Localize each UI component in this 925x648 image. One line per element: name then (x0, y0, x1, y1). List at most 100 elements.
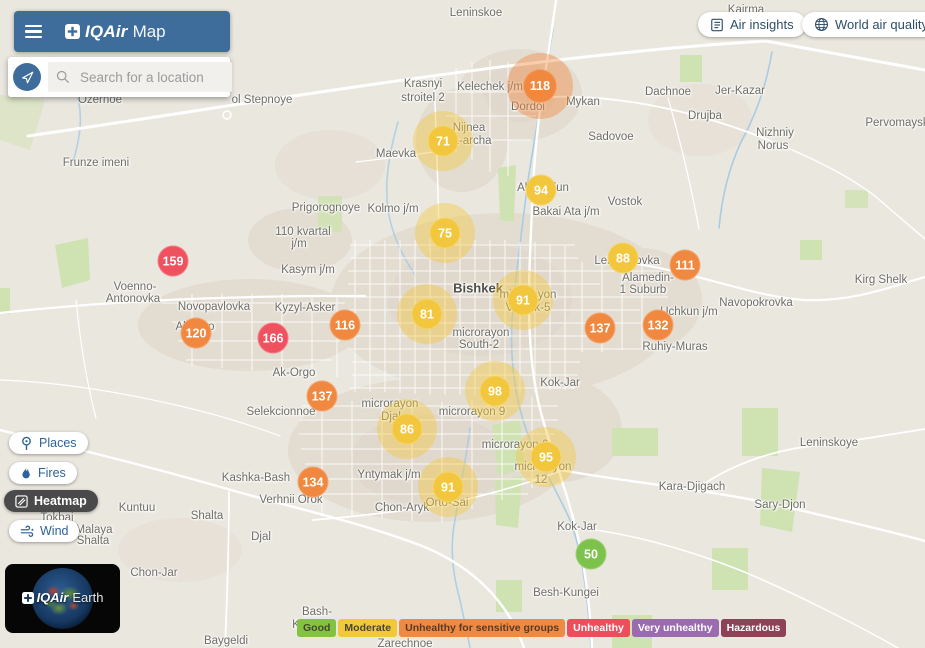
places-toggle[interactable]: Places (9, 432, 88, 454)
aqi-marker[interactable]: 95 (530, 441, 562, 473)
fires-label: Fires (38, 466, 66, 480)
legend-chip-unhealthy-sensitive: Unhealthy for sensitive groups (399, 619, 566, 637)
map-place-label: Malaya (75, 524, 113, 536)
heatmap-toggle[interactable]: Heatmap (4, 490, 98, 512)
iqair-earth-widget[interactable]: IQAir Earth (5, 564, 120, 633)
search-card (8, 57, 232, 97)
app-header: IQAir Map (14, 11, 230, 52)
world-air-quality-button[interactable]: World air quality (802, 12, 925, 37)
aqi-marker[interactable]: 71 (427, 125, 459, 157)
aqi-marker[interactable]: 91 (507, 284, 539, 316)
map-place-label: Shalta (76, 535, 110, 547)
map-place-label: Sadovoe (588, 131, 634, 143)
aqi-marker[interactable]: 75 (429, 217, 461, 249)
map-place-label: Bishkek (453, 280, 503, 296)
aqi-marker[interactable]: 86 (391, 413, 423, 445)
places-label: Places (39, 436, 77, 450)
aqi-marker[interactable]: 91 (432, 471, 464, 503)
map-place-label: 1 Suburb (619, 284, 667, 296)
map-place-label: Shalta (190, 510, 224, 522)
fires-toggle[interactable]: Fires (9, 462, 77, 484)
aqi-marker[interactable]: 111 (669, 249, 701, 281)
legend-chip-unhealthy: Unhealthy (567, 619, 630, 637)
aqi-marker[interactable]: 134 (297, 466, 329, 498)
legend-chip-good: Good (297, 619, 337, 637)
search-icon (56, 70, 70, 84)
logo-text: IQAir (85, 21, 128, 41)
map-place-label: Drujba (688, 110, 722, 122)
map-place-label: microrayon 9 (438, 406, 506, 418)
map-place-label: Leninskoye (799, 437, 859, 449)
aqi-marker[interactable]: 118 (523, 69, 557, 103)
map-place-label: Chon-Aryk (374, 502, 430, 514)
map-place-label: j/m (291, 238, 307, 250)
aqi-marker[interactable]: 166 (257, 322, 289, 354)
map-place-label: Kok-Jar (540, 377, 580, 389)
map-place-label: Vostok (607, 196, 643, 208)
air-insights-label: Air insights (730, 17, 794, 32)
locate-me-button[interactable] (13, 63, 41, 91)
aqi-marker[interactable]: 81 (411, 298, 443, 330)
map-place-label: Ak-Orgo (272, 367, 316, 379)
aqi-marker[interactable]: 116 (329, 309, 361, 341)
map-place-label: Krasnyi (403, 78, 443, 90)
aqi-marker[interactable]: 159 (157, 245, 189, 277)
map-place-label: Dordoi (511, 101, 545, 113)
air-insights-button[interactable]: Air insights (698, 12, 806, 37)
map-place-label: Bash- (301, 606, 333, 618)
map-place-label: Kirg Shelk (854, 274, 908, 286)
menu-icon[interactable] (25, 22, 42, 42)
map-place-label: Kara-Djigach (658, 481, 726, 493)
map-place-label: microrayon (452, 327, 510, 339)
aqi-marker[interactable]: 137 (584, 312, 616, 344)
map-place-label: Jer-Kazar (715, 85, 765, 97)
iqair-map-logo[interactable]: IQAir Map (65, 22, 166, 42)
map-place-label: Kuntuu (118, 502, 156, 514)
map-place-label: Alamedin- (622, 272, 674, 284)
map-place-label: Uchkun j/m (660, 306, 718, 318)
aqi-marker[interactable]: 50 (575, 538, 607, 570)
map-place-label: Besh-Kungei (533, 587, 599, 599)
map-place-label: Verhnii Orok (259, 494, 323, 506)
world-air-quality-label: World air quality (835, 17, 925, 32)
earth-logo-suffix: Earth (72, 590, 104, 605)
map-place-label: a-archa (452, 135, 492, 147)
list-icon (711, 18, 723, 31)
legend-chip-hazardous: Hazardous (720, 619, 787, 637)
aqi-marker[interactable]: 120 (180, 317, 212, 349)
map-place-label: Dachnoe (644, 86, 692, 98)
navigation-arrow-icon (21, 71, 33, 83)
map-place-label: 12 (534, 474, 548, 486)
map-place-label: Navopokrovka (719, 297, 793, 309)
map-place-label: Chon-Jar (130, 567, 178, 579)
search-input[interactable] (78, 68, 232, 86)
map-place-label: Kok-Jar (557, 521, 597, 533)
map-place-label: Frunze imeni (62, 157, 130, 169)
map-place-label: Bakai Ata j/m (532, 206, 600, 218)
aqi-marker[interactable]: 98 (479, 375, 511, 407)
map-place-label: Maevka (375, 148, 417, 160)
wind-toggle[interactable]: Wind (9, 520, 80, 542)
aqi-marker[interactable]: 132 (642, 309, 674, 341)
legend-chip-very-unhealthy: Very unhealthy (631, 619, 719, 637)
map-place-label: stroitel 2 (401, 92, 445, 104)
iqair-plus-icon (21, 591, 34, 604)
map-place-label: Zarechnoe (377, 638, 433, 648)
heatmap-icon (15, 494, 28, 508)
search-field[interactable] (48, 62, 232, 92)
globe-icon (815, 18, 828, 31)
logo-suffix: Map (132, 21, 166, 41)
aqi-marker[interactable]: 94 (525, 174, 557, 206)
map-place-label: Mykan (566, 96, 600, 108)
aqi-marker[interactable]: 137 (306, 380, 338, 412)
wind-label: Wind (40, 524, 69, 538)
map-place-label: 110 kvartal (275, 226, 331, 238)
aqi-marker[interactable]: 88 (607, 242, 639, 274)
heatmap-label: Heatmap (34, 494, 87, 508)
map-place-label: Ruhiy-Muras (642, 341, 708, 353)
flame-icon (22, 466, 30, 479)
map-place-label: Baygeldi (203, 635, 249, 647)
